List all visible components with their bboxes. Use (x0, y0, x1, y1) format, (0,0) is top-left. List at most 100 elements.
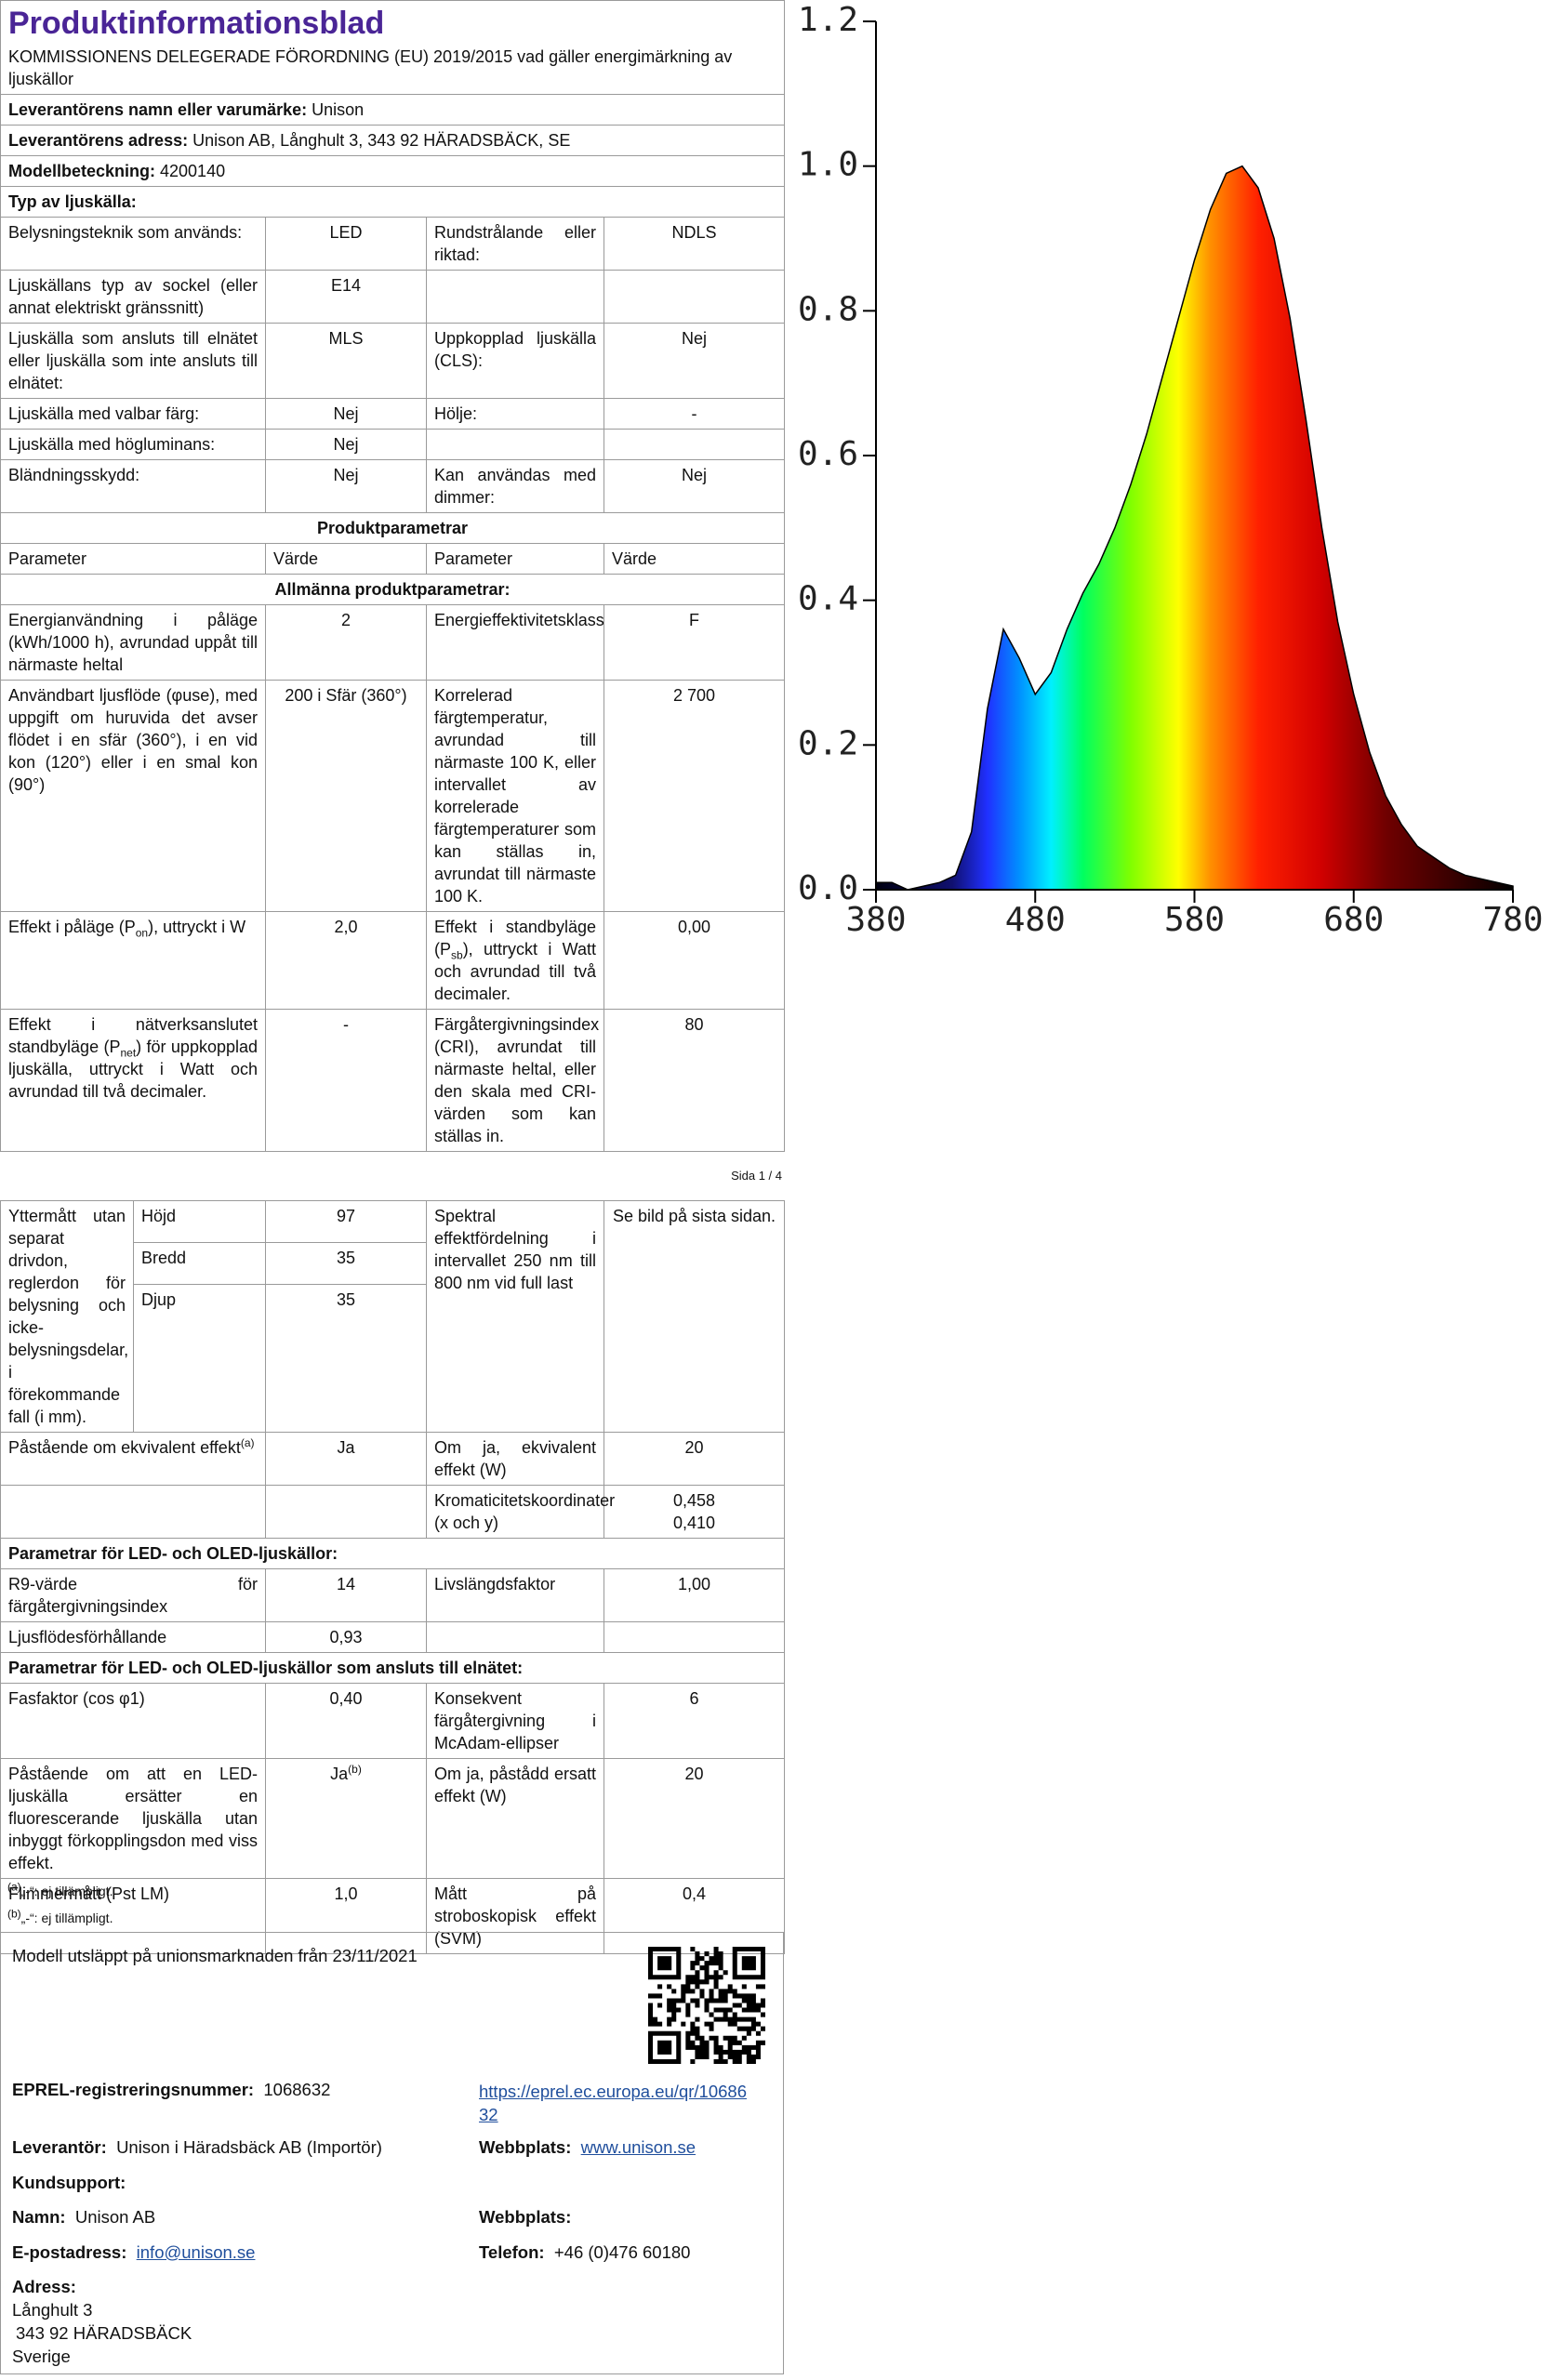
table-cell (265, 1485, 427, 1539)
table-cell (603, 270, 786, 324)
table-cell: Fasfaktor (cos φ1) (0, 1683, 266, 1759)
table-cell: R9-värde för färgåtergivningsindex (0, 1568, 266, 1622)
table-cell: Uppkopplad ljuskälla (CLS): (426, 323, 604, 399)
page-number: Sida 1 / 4 (731, 1169, 782, 1183)
table-cell: 2 (265, 604, 427, 681)
cell-text: ), uttryckt i Watt och avrundad till två… (434, 940, 596, 1003)
section-title: Produktparametrar (0, 512, 786, 544)
table-cell: Påstående om att en LED-ljuskälla ersätt… (0, 1758, 266, 1879)
label: Kundsupport: (12, 2173, 126, 2192)
title-row: Produktinformationsblad KOMMISSIONENS DEL… (0, 0, 786, 95)
table-cell: Ljuskällans typ av sockel (eller annat e… (0, 270, 266, 324)
table-row: Ljuskälla som ansluts till elnätet eller… (0, 323, 786, 399)
table-row: Typ av ljuskälla: (0, 186, 786, 218)
value: 1068632 (263, 2080, 331, 2099)
table-cell: Energianvändning i påläge (kWh/1000 h), … (0, 604, 266, 681)
address-line: Sverige (12, 2347, 71, 2366)
table-row: Påstående om ekvivalent effekt(a) Ja Om ja… (0, 1432, 785, 1486)
x-tick-label: 680 (1323, 901, 1384, 939)
table-cell: Modellbeteckning: 4200140 (0, 155, 786, 187)
eprel: EPREL-registreringsnummer: 1068632 (12, 2080, 330, 2100)
table-row: Leverantörens adress: Unison AB, Långhul… (0, 125, 786, 156)
table-cell: 0,4 (604, 1878, 785, 1954)
table-cell: 6 (604, 1683, 785, 1759)
table-cell (426, 429, 604, 460)
table-row: Produktparametrar (0, 512, 786, 544)
spectrum-value: Se bild på sista sidan. (604, 1200, 785, 1433)
cell-b: Typ av ljuskälla: (8, 192, 137, 211)
table-cell: Energieffektivitetsklass (426, 604, 604, 681)
cell-text: „-“: ej tillämpligt. (20, 1911, 113, 1925)
table-cell: 14 (265, 1568, 427, 1622)
y-tick-label: 1.2 (798, 1, 858, 39)
table-cell: Leverantörens adress: Unison AB, Långhul… (0, 125, 786, 156)
table-cell: 20 (604, 1758, 785, 1879)
table-cell: Ljusflödesförhållande (0, 1621, 266, 1653)
cell-sup: (a) (240, 1436, 255, 1449)
table-cell: Om ja, påstådd ersatt effekt (W) (426, 1758, 604, 1879)
table-row: Yttermått utan separat drivdon, reglerdo… (0, 1200, 785, 1433)
spectrum-chart: 0.0 0.2 0.4 0.6 0.8 1.0 1.2 380 480 580 680 780 (798, 1, 1544, 939)
parameter-table: Yttermått utan separat drivdon, reglerdo… (0, 1200, 785, 1954)
table-row: Parametrar för LED- och OLED-ljuskällor: (0, 1538, 785, 1569)
column-header: Värde (603, 543, 786, 575)
table-row: Effekt i påläge (Pon), uttryckt i W 2,0 Ef… (0, 911, 786, 1010)
table-cell: Påstående om ekvivalent effekt(a) (0, 1432, 266, 1486)
subtitle: KOMMISSIONENS DELEGERADE FÖRORDNING (EU)… (8, 47, 733, 88)
table-cell: Ljuskälla som ansluts till elnätet eller… (0, 323, 266, 399)
table-cell: Rundstrålande eller riktad: (426, 217, 604, 271)
cell-text: Effekt i påläge (P (8, 918, 136, 936)
note: (a)„-“: ej tillämpligt. (7, 1878, 113, 1905)
cell-text: „-“: ej tillämpligt. (20, 1884, 113, 1898)
support: Kundsupport: (12, 2173, 126, 2193)
table-cell: Kan användas med dimmer: (426, 459, 604, 513)
table-cell: Nej (603, 323, 786, 399)
header-row: Parameter Värde Parameter Värde (0, 543, 786, 575)
cell-text: Effekt i standbyläge (P (434, 918, 596, 959)
dimension-value: 35 (265, 1242, 427, 1285)
link[interactable]: info@unison.se (136, 2242, 256, 2262)
cell-text: ), uttryckt i W (148, 918, 246, 936)
table-cell: Typ av ljuskälla: (0, 186, 786, 218)
table-cell: Nej (265, 429, 427, 460)
table-cell: 0,93 (265, 1621, 427, 1653)
table-row: R9-värde för färgåtergivningsindex 14 Livs… (0, 1568, 785, 1622)
table-row: Kromaticitetskoordinater (x och y) 0,458 … (0, 1485, 785, 1539)
table-cell (603, 429, 786, 460)
table-cell: Effekt i påläge (Pon), uttryckt i W (0, 911, 266, 1010)
table-row: Bländningsskydd: Nej Kan användas med dimm… (0, 459, 786, 513)
table-cell: 20 (604, 1432, 785, 1486)
link[interactable]: https://eprel.ec.europa.eu/qr/1068632 (479, 2082, 747, 2124)
label: EPREL-registreringsnummer: (12, 2080, 255, 2099)
cell-sub: sb (451, 948, 463, 962)
table-row: Allmänna produktparametrar: (0, 574, 786, 605)
table-row: Modellbeteckning: 4200140 (0, 155, 786, 187)
x-tick-label: 480 (1005, 901, 1066, 939)
address-line: Långhult 3 (12, 2300, 93, 2320)
table-cell: Nej (603, 459, 786, 513)
value: Unison AB (74, 2207, 156, 2227)
address-line: 343 92 HÄRADSBÄCK (16, 2323, 192, 2343)
label: E-postadress: (12, 2242, 127, 2262)
table-row: Påstående om att en LED-ljuskälla ersätt… (0, 1758, 785, 1879)
table-cell: Kromaticitetskoordinater (x och y) (426, 1485, 615, 1539)
table-row: Leverantörens namn eller varumärke: Unis… (0, 94, 786, 126)
table-cell: Ja(b) (265, 1758, 427, 1879)
cell-b: Leverantörens namn eller varumärke: (8, 100, 308, 119)
support-website: Webbplats: (479, 2207, 571, 2228)
table-cell: Ljuskälla med valbar färg: (0, 398, 266, 430)
table-cell: 2 700 (603, 680, 786, 912)
table-cell: Hölje: (426, 398, 604, 430)
table-cell (604, 1621, 785, 1653)
document: Produktinformationsblad KOMMISSIONENS DEL… (0, 0, 786, 1954)
table-cell: NDLS (603, 217, 786, 271)
table-cell (426, 270, 604, 324)
section-title: Allmänna produktparametrar: (0, 574, 786, 605)
link[interactable]: www.unison.se (580, 2137, 696, 2157)
table-cell: 2,0 (265, 911, 427, 1010)
table-cell: Leverantörens namn eller varumärke: Unis… (0, 94, 786, 126)
table-cell: 0,40 (265, 1683, 427, 1759)
website: Webbplats: www.unison.se (479, 2137, 696, 2158)
value: +46 (0)476 60180 (553, 2242, 691, 2262)
y-tick-label: 0.6 (798, 435, 858, 473)
